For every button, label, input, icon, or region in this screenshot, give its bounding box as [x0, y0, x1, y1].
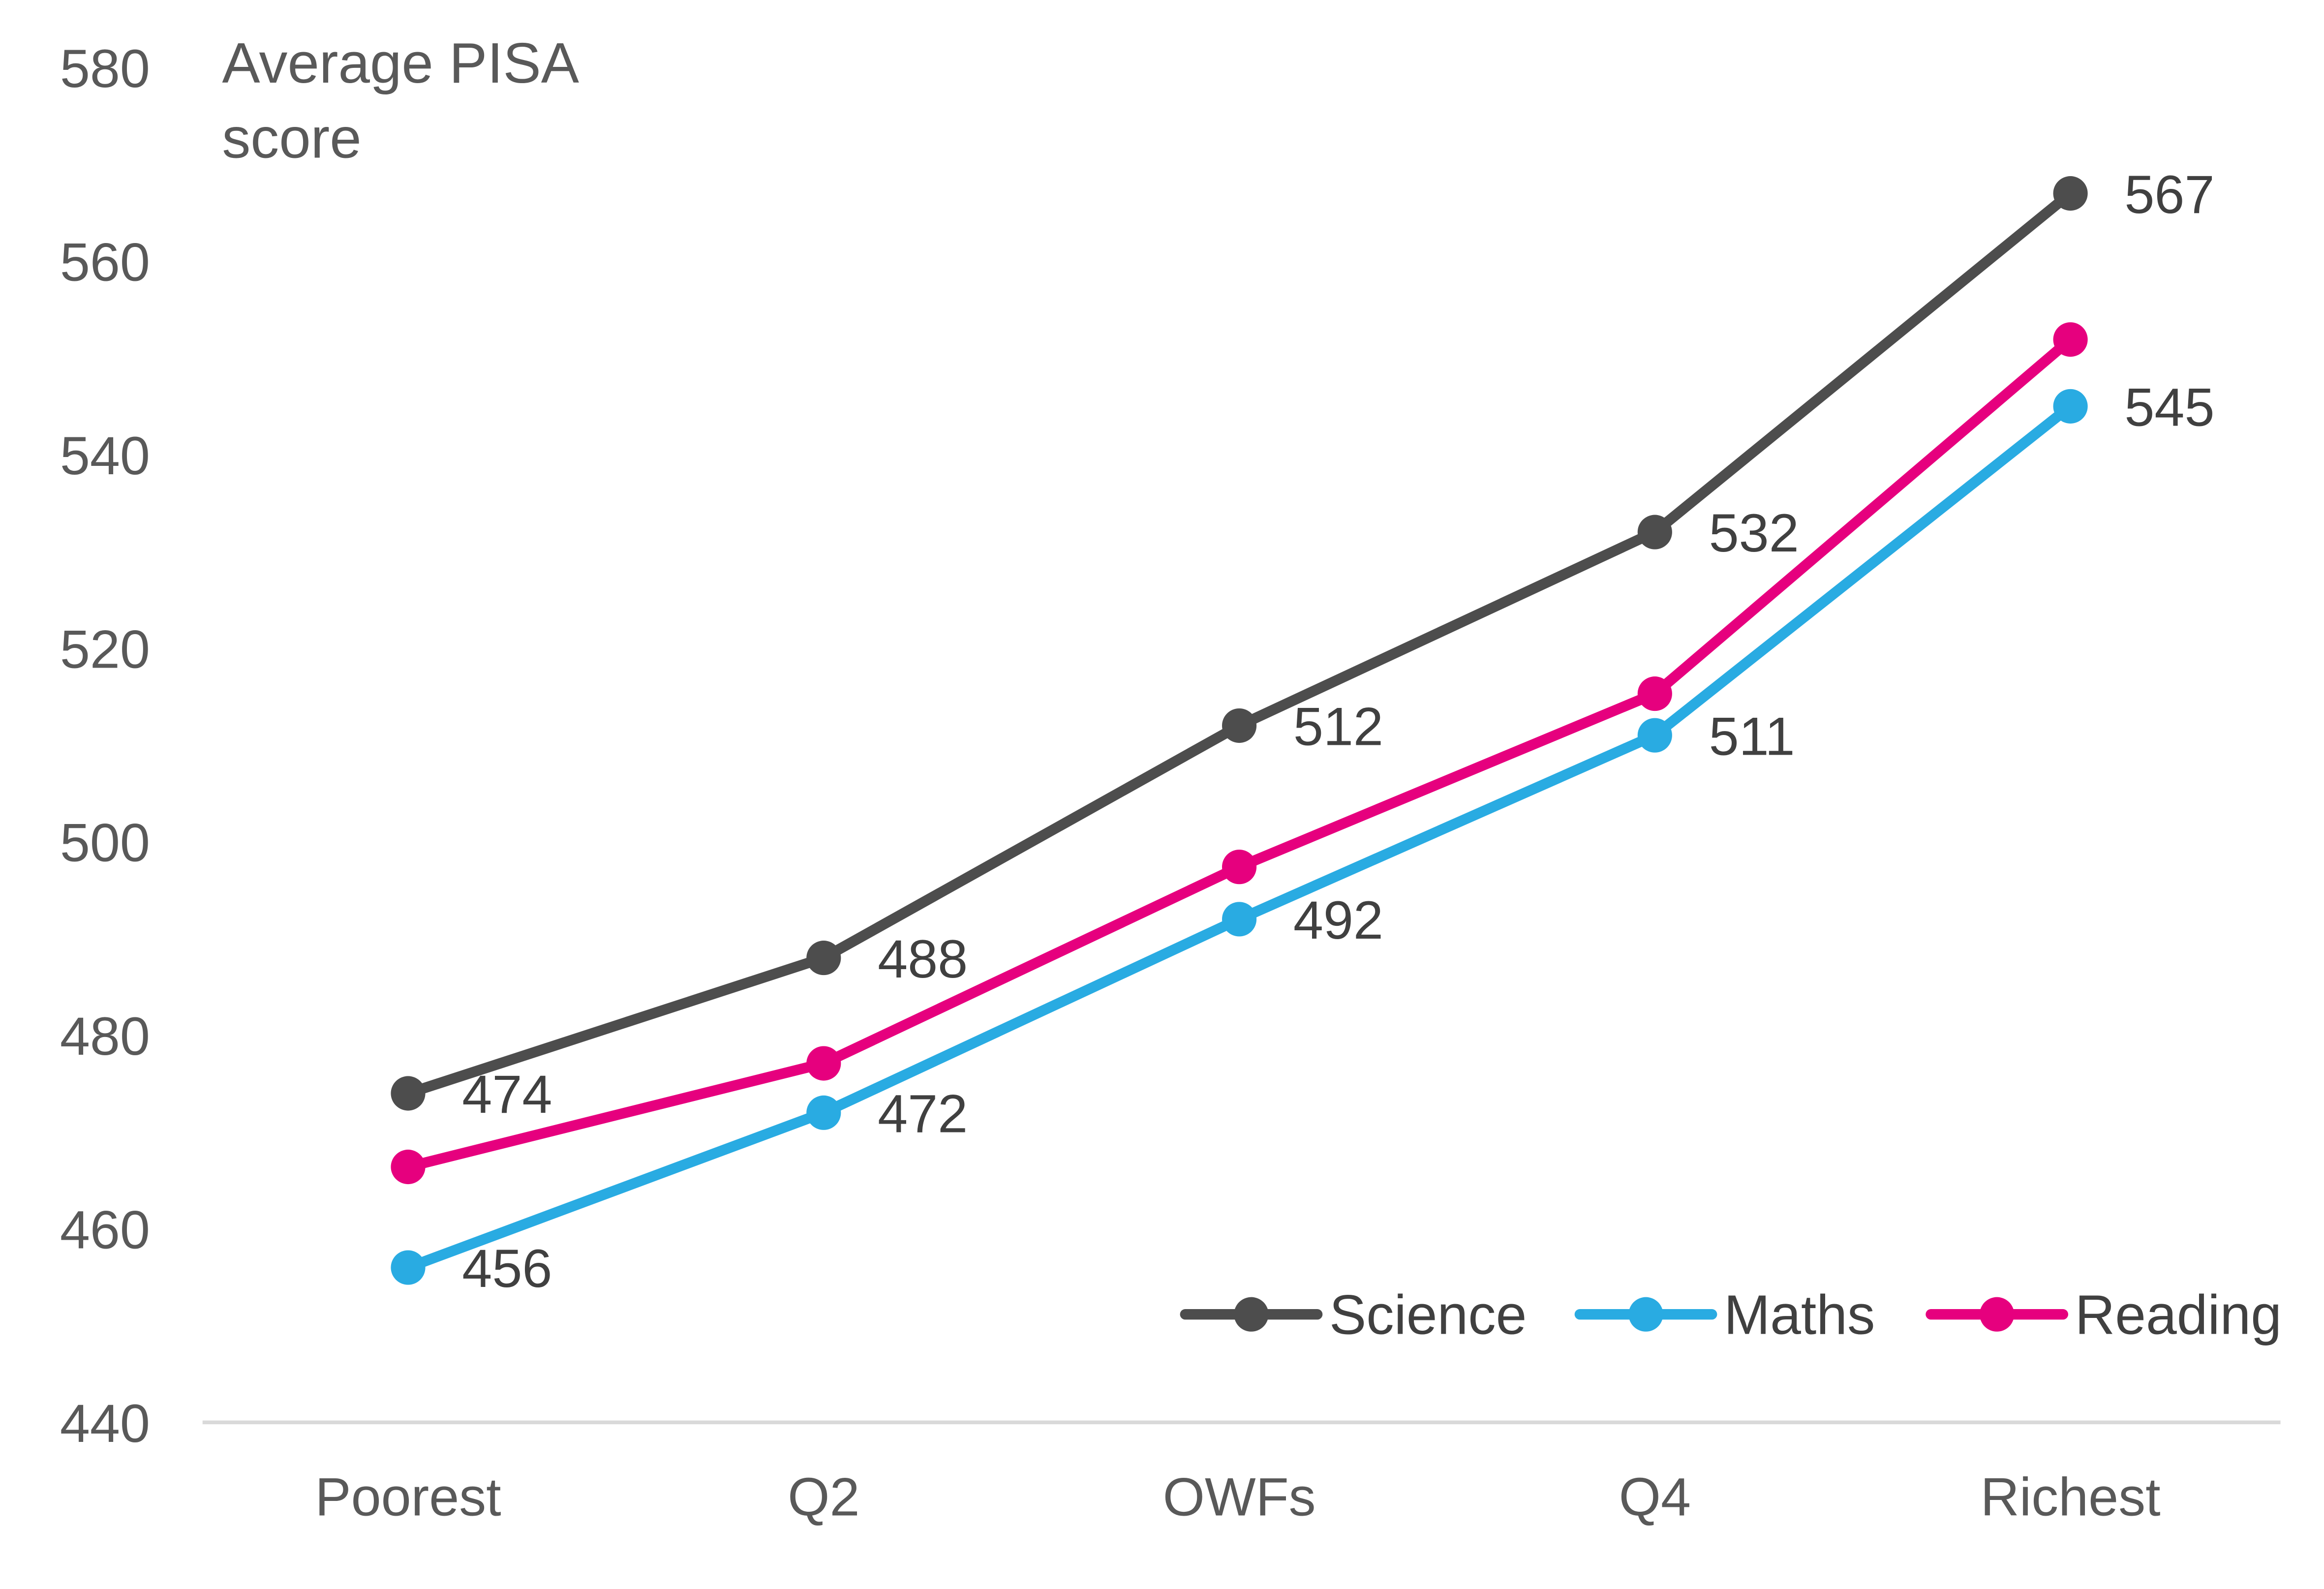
- science-data-label: 532: [1709, 503, 1799, 563]
- y-tick-label: 580: [60, 39, 150, 99]
- y-tick-label: 440: [60, 1394, 150, 1454]
- science-data-label: 488: [878, 929, 968, 989]
- science-line: [406, 189, 2074, 1099]
- science-point: [806, 941, 841, 976]
- science-data-label: 567: [2124, 165, 2214, 225]
- legend-item-maths: Maths: [1574, 1283, 1875, 1345]
- y-tick-label: 540: [60, 426, 150, 486]
- legend-item-reading: Reading: [1926, 1283, 2282, 1345]
- y-tick-label: 480: [60, 1007, 150, 1067]
- reading-point: [2053, 322, 2088, 357]
- legend-marker: [1628, 1297, 1663, 1332]
- maths-point: [1222, 902, 1257, 937]
- reading-point: [806, 1046, 841, 1081]
- y-tick-label: 500: [60, 813, 150, 873]
- legend-label: Science: [1329, 1283, 1527, 1345]
- maths-data-label: 492: [1293, 890, 1383, 950]
- x-tick-label: OWFs: [1163, 1467, 1316, 1527]
- science-point: [1637, 515, 1672, 550]
- maths-data-label: 456: [462, 1239, 552, 1299]
- legend-label: Reading: [2075, 1283, 2282, 1345]
- legend-marker: [1234, 1297, 1269, 1332]
- legend-item-science: Science: [1180, 1283, 1527, 1345]
- y-tick-label: 460: [60, 1200, 150, 1260]
- maths-point: [806, 1095, 841, 1130]
- reading-point: [1222, 850, 1257, 885]
- reading-point: [391, 1149, 426, 1185]
- maths-line: [406, 402, 2074, 1273]
- science-point: [1222, 708, 1257, 743]
- reading-line: [406, 336, 2074, 1172]
- y-tick-label: 560: [60, 232, 150, 292]
- science-data-label: 512: [1293, 697, 1383, 757]
- science-point: [391, 1076, 426, 1111]
- maths-data-label: 545: [2124, 378, 2214, 438]
- legend-marker: [1980, 1297, 2015, 1332]
- reading-point: [1637, 676, 1672, 711]
- legend: Science Maths Reading: [1180, 1283, 2282, 1345]
- x-tick-label: Q2: [788, 1467, 859, 1527]
- maths-point: [1637, 718, 1672, 753]
- maths-data-label: 511: [1709, 706, 1795, 766]
- maths-point: [391, 1250, 426, 1285]
- science-data-label: 474: [462, 1065, 552, 1125]
- maths-point: [2053, 389, 2088, 424]
- x-tick-label: Q4: [1619, 1467, 1691, 1527]
- y-axis-title-line2: score: [222, 106, 361, 170]
- y-axis-title-line1: Average PISA: [222, 31, 579, 95]
- legend-label: Maths: [1724, 1283, 1875, 1345]
- x-tick-label: Richest: [1981, 1467, 2161, 1527]
- maths-data-label: 472: [878, 1084, 968, 1144]
- y-tick-label: 520: [60, 619, 150, 679]
- science-point: [2053, 176, 2088, 211]
- x-tick-label: Poorest: [315, 1467, 501, 1527]
